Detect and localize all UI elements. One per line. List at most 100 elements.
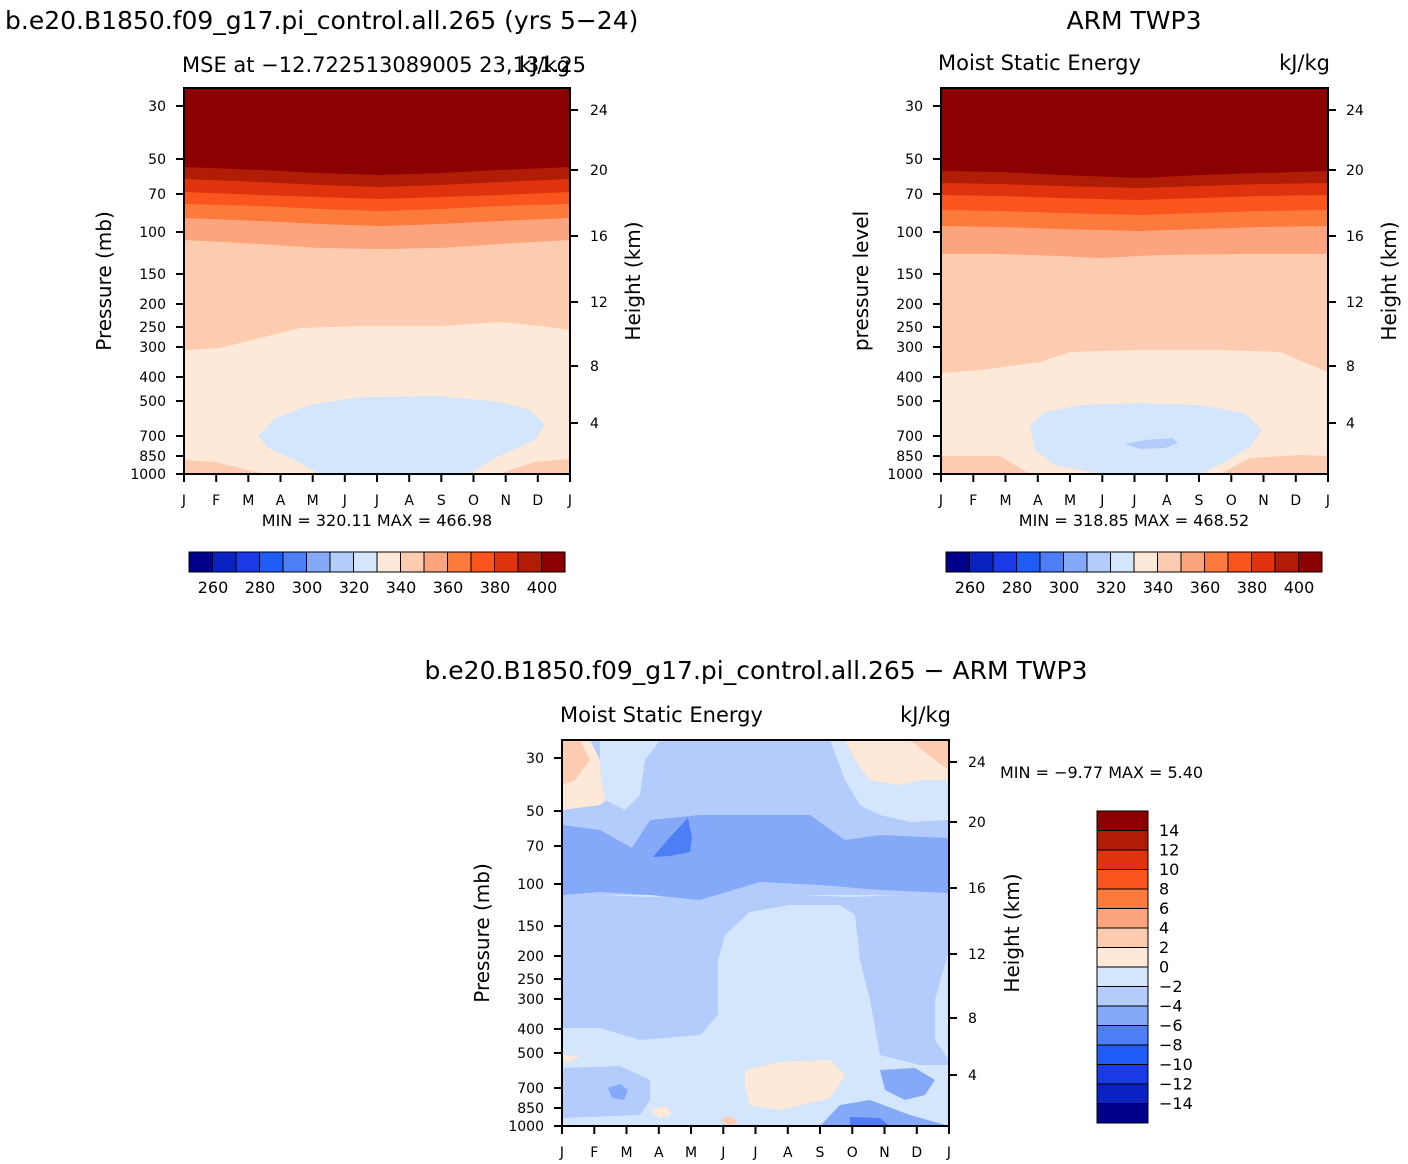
- panel-obs-yticks: 30 50 70 100 150 200 250 300 400 500 700…: [887, 99, 941, 483]
- panel-diff-ylabel-right: Height (km): [1000, 873, 1024, 992]
- ytick: 250: [517, 972, 544, 988]
- xtick: N: [500, 493, 510, 509]
- colorbar-label: 280: [245, 578, 276, 597]
- colorbar-cell: [1096, 908, 1149, 929]
- ytick: 150: [896, 267, 923, 283]
- colorbar-cell: [1096, 927, 1149, 948]
- xtick: O: [468, 493, 479, 509]
- ytick-right: 4: [968, 1068, 977, 1084]
- panel-model-ylabel: Pressure (mb): [92, 211, 116, 351]
- region-surface-west: [941, 456, 1030, 474]
- colorbar-label: 10: [1159, 860, 1179, 879]
- colorbar-cell: [447, 551, 472, 573]
- ytick: 250: [139, 320, 166, 336]
- ytick-right: 12: [968, 947, 986, 963]
- panel-model-contours: [184, 88, 570, 474]
- colorbar-cell: [1251, 551, 1276, 573]
- ytick-right: 8: [1346, 359, 1355, 375]
- colorbar-label: 360: [1190, 578, 1221, 597]
- colorbar-label: 320: [1096, 578, 1127, 597]
- ytick: 300: [139, 340, 166, 356]
- colorbar-cell: [259, 551, 284, 573]
- colorbar-cell: [1096, 1083, 1149, 1104]
- colorbar-label: 300: [1049, 578, 1080, 597]
- region-lower-left-strong: [608, 1084, 628, 1100]
- xtick: A: [276, 493, 286, 509]
- region-surface-right-strong: [850, 1117, 890, 1126]
- panel-obs-subtitle-right: kJ/kg: [1279, 51, 1330, 75]
- region-lower-left-negative: [562, 1066, 650, 1118]
- xtick: J: [1131, 493, 1136, 509]
- ytick: 300: [517, 992, 544, 1008]
- panel-obs-colorbar: 260 280 300 320 340 360 380 400: [945, 551, 1323, 597]
- colorbar-label: 4: [1159, 919, 1169, 938]
- colorbar-cell: [1204, 551, 1229, 573]
- colorbar-cell: [188, 551, 213, 573]
- xtick: M: [685, 1145, 697, 1161]
- colorbar-label: 260: [955, 578, 986, 597]
- ytick: 500: [896, 394, 923, 410]
- ytick: 700: [139, 429, 166, 445]
- ytick-right: 20: [968, 815, 986, 831]
- ytick: 200: [896, 297, 923, 313]
- ytick-right: 4: [590, 416, 599, 432]
- ytick: 50: [526, 804, 544, 820]
- colorbar-label: 340: [386, 578, 417, 597]
- colorbar-cell: [494, 551, 519, 573]
- colorbar-label: −6: [1159, 1016, 1183, 1035]
- xtick: A: [1033, 493, 1043, 509]
- xtick: J: [752, 1145, 757, 1161]
- colorbar-cell: [1096, 1044, 1149, 1065]
- region-low-mse: [258, 396, 545, 474]
- colorbar-label: 380: [480, 578, 511, 597]
- xtick: A: [783, 1145, 793, 1161]
- colorbar-cell: [400, 551, 425, 573]
- colorbar-cell: [1096, 1005, 1149, 1026]
- xtick: S: [1195, 493, 1204, 509]
- ytick: 850: [896, 449, 923, 465]
- panel-model-ylabel-right: Height (km): [621, 221, 645, 340]
- region-surface-east: [500, 459, 570, 474]
- ytick: 70: [526, 839, 544, 855]
- colorbar-cell: [235, 551, 260, 573]
- xtick: M: [1064, 493, 1076, 509]
- xtick: O: [847, 1145, 858, 1161]
- colorbar-cell: [969, 551, 994, 573]
- xtick: A: [404, 493, 414, 509]
- colorbar-cells: [188, 551, 566, 573]
- ytick: 850: [139, 449, 166, 465]
- colorbar-cell: [1096, 849, 1149, 870]
- colorbar-label: 300: [292, 578, 323, 597]
- band-410: [184, 88, 570, 175]
- ytick-right: 20: [1346, 163, 1364, 179]
- region-surface-west: [184, 460, 265, 474]
- panel-model-xticks: J F M A M J J A S O N D J: [181, 474, 572, 509]
- colorbar-label: −10: [1159, 1055, 1193, 1074]
- colorbar-label: 260: [198, 578, 229, 597]
- region-surface-positive: [720, 1116, 738, 1126]
- xtick: J: [559, 1145, 564, 1161]
- colorbar-cell: [1039, 551, 1064, 573]
- xtick: J: [374, 493, 379, 509]
- panel-model-yticks: 30 50 70 100 150 200 250 300 400 500 700…: [130, 99, 184, 483]
- region-upper-left-positive-strong: [562, 740, 590, 785]
- colorbar-label: 12: [1159, 841, 1179, 860]
- colorbar-cell: [1096, 947, 1149, 968]
- ytick-right: 20: [590, 163, 608, 179]
- band-410: [941, 88, 1328, 178]
- ytick-right: 8: [968, 1011, 977, 1027]
- colorbar-label: 14: [1159, 821, 1179, 840]
- panel-diff-stats: MIN = −9.77 MAX = 5.40: [1000, 763, 1203, 782]
- colorbar-label: −8: [1159, 1036, 1183, 1055]
- xtick: D: [532, 493, 543, 509]
- colorbar-cell: [376, 551, 401, 573]
- ytick: 30: [148, 99, 166, 115]
- xtick: S: [437, 493, 446, 509]
- colorbar-cell: [517, 551, 542, 573]
- band-minus4-to-minus6: [562, 815, 949, 900]
- ytick-right: 8: [590, 359, 599, 375]
- panel-model-stats: MIN = 320.11 MAX = 466.98: [262, 511, 492, 530]
- colorbar-cell: [1274, 551, 1299, 573]
- ytick: 1000: [130, 467, 166, 483]
